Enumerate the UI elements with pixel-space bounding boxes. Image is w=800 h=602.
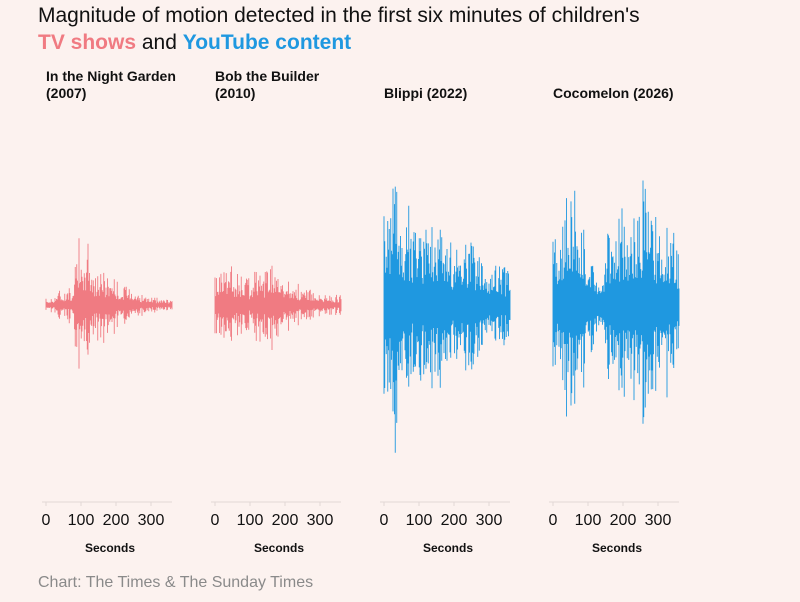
x-tick-label: 0 xyxy=(42,512,51,529)
waveform-series xyxy=(45,238,173,369)
x-axis-label: Seconds xyxy=(85,541,135,555)
x-tick-label: 0 xyxy=(549,512,558,529)
x-tick-label: 100 xyxy=(406,512,433,529)
waveform-series xyxy=(383,186,511,453)
legend-tv-shows: TV shows xyxy=(38,31,137,54)
source-credit: Chart: The Times & The Sunday Times xyxy=(38,574,314,591)
x-tick-label: 200 xyxy=(441,512,468,529)
waveform-series xyxy=(214,265,342,350)
x-tick-label: 300 xyxy=(307,512,334,529)
x-axis-label: Seconds xyxy=(592,541,642,555)
chart-title: Magnitude of motion detected in the firs… xyxy=(38,2,778,56)
x-tick-label: 300 xyxy=(138,512,165,529)
x-axis-label: Seconds xyxy=(423,541,473,555)
waveform-series xyxy=(552,180,680,424)
x-tick-label: 0 xyxy=(380,512,389,529)
panel-title-line1: Bob the Builder xyxy=(215,68,320,84)
panel-title-bob-the-builder: Bob the Builder (2010) xyxy=(215,68,385,102)
x-tick-label: 300 xyxy=(476,512,503,529)
panel-title-line1: In the Night Garden xyxy=(46,68,176,84)
x-tick-label: 0 xyxy=(211,512,220,529)
x-tick-label: 100 xyxy=(575,512,602,529)
panel-title-line2: (2010) xyxy=(215,85,256,101)
x-tick-label: 200 xyxy=(103,512,130,529)
title-and: and xyxy=(141,31,177,54)
legend-youtube-content: YouTube content xyxy=(182,31,352,54)
x-tick-label: 200 xyxy=(272,512,299,529)
x-tick-label: 300 xyxy=(645,512,672,529)
panel-title-line1: Blippi (2022) xyxy=(384,85,468,101)
panel-title-blippi: Blippi (2022) xyxy=(384,85,554,102)
panel-title-cocomelon: Cocomelon (2026) xyxy=(553,85,723,102)
x-axis-label: Seconds xyxy=(254,541,304,555)
x-tick-label: 200 xyxy=(610,512,637,529)
panel-title-line2: (2007) xyxy=(46,85,87,101)
x-tick-label: 100 xyxy=(68,512,95,529)
panel-title-line1: Cocomelon (2026) xyxy=(553,85,674,101)
x-tick-label: 100 xyxy=(237,512,264,529)
panel-title-night-garden: In the Night Garden (2007) xyxy=(46,68,216,102)
title-line1: Magnitude of motion detected in the firs… xyxy=(38,4,640,27)
